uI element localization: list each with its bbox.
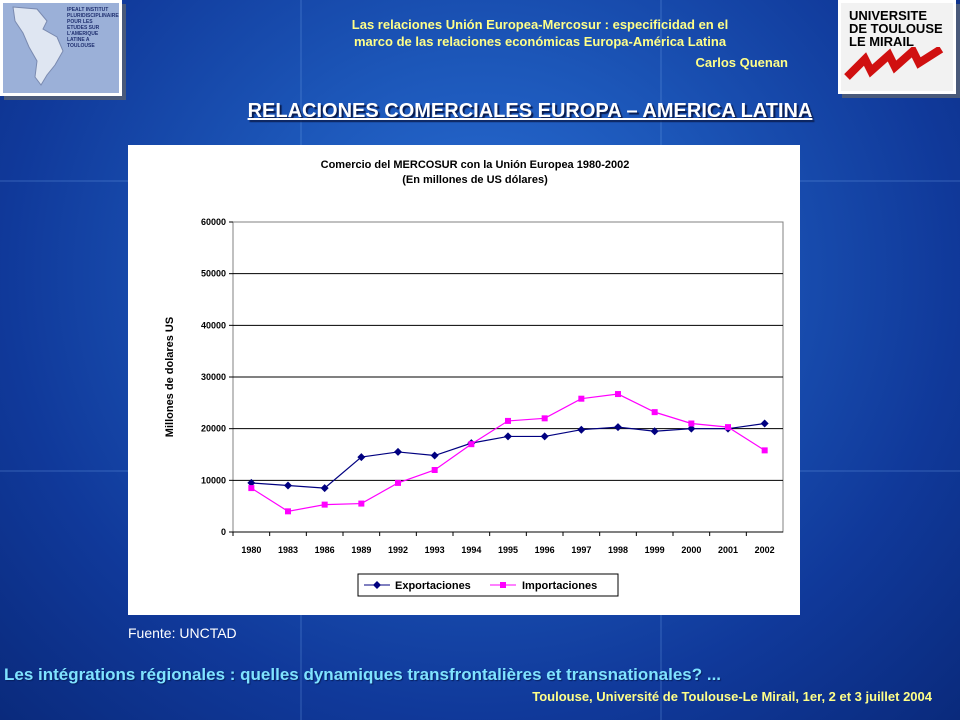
y-tick-label: 50000 — [201, 269, 226, 279]
x-tick-label: 1996 — [535, 545, 555, 555]
y-tick-label: 60000 — [201, 217, 226, 227]
x-tick-label: 1986 — [315, 545, 335, 555]
data-point-exportaciones — [504, 432, 512, 441]
logo-text: IPEALT INSTITUT PLURIDISCIPLINAIRE POUR … — [67, 7, 119, 49]
legend-marker-exportaciones — [373, 581, 381, 589]
y-tick-label: 10000 — [201, 475, 226, 485]
data-point-importaciones — [395, 479, 401, 486]
data-point-importaciones — [725, 424, 731, 431]
data-point-importaciones — [541, 415, 548, 422]
x-tick-label: 2001 — [718, 545, 738, 555]
x-tick-label: 1997 — [571, 545, 591, 555]
x-tick-label: 1993 — [425, 545, 445, 555]
data-point-importaciones — [615, 391, 621, 398]
data-point-importaciones — [321, 501, 328, 508]
legend — [357, 573, 619, 597]
legend-marker-importaciones — [500, 582, 506, 588]
x-tick-label: 1999 — [645, 545, 665, 555]
data-point-exportaciones — [540, 432, 549, 441]
data-point-exportaciones — [357, 453, 366, 462]
x-tick-label: 1995 — [498, 545, 518, 555]
data-point-importaciones — [688, 420, 695, 427]
latin-america-map-icon — [12, 6, 64, 86]
data-point-importaciones — [468, 441, 475, 448]
y-tick-label: 0 — [221, 527, 226, 537]
logo-line-2: DE TOULOUSE — [849, 21, 943, 36]
footer-subtitle: Toulouse, Université de Toulouse-Le Mira… — [532, 689, 932, 704]
x-tick-label: 1992 — [388, 545, 408, 555]
data-point-importaciones — [431, 467, 438, 473]
data-point-importaciones — [761, 447, 768, 454]
x-tick-label: 2000 — [681, 545, 701, 555]
data-point-importaciones — [285, 508, 291, 515]
data-point-exportaciones — [614, 423, 622, 432]
y-tick-label: 40000 — [201, 320, 226, 330]
header-line-1: Las relaciones Unión Europea-Mercosur : … — [351, 17, 729, 32]
data-point-importaciones — [248, 485, 255, 492]
logo-line-1: UNIVERSITE — [849, 8, 928, 23]
header-author: Carlos Quenan — [695, 55, 788, 70]
data-point-exportaciones — [430, 451, 439, 460]
data-point-importaciones — [651, 409, 658, 416]
x-tick-label: 1983 — [278, 545, 298, 555]
data-point-exportaciones — [760, 419, 769, 428]
universite-toulouse-logo: UNIVERSITE DE TOULOUSE LE MIRAIL — [838, 0, 956, 94]
chart-subtitle: (En millones de US dólares) — [402, 174, 548, 186]
data-point-importaciones — [505, 417, 511, 424]
legend-label-exportaciones: Exportaciones — [395, 580, 471, 592]
y-tick-label: 20000 — [201, 424, 226, 434]
data-point-exportaciones — [687, 424, 696, 433]
data-point-exportaciones — [284, 481, 292, 490]
logo-line-3: LE MIRAIL — [849, 34, 914, 49]
data-point-exportaciones — [650, 427, 659, 436]
x-tick-label: 2002 — [755, 545, 775, 555]
legend-label-importaciones: Importaciones — [522, 580, 597, 592]
page-title: RELACIONES COMERCIALES EUROPA – AMERICA … — [247, 100, 813, 122]
y-axis-label: Millones de dolares US — [164, 317, 176, 437]
x-tick-label: 1998 — [608, 545, 628, 555]
footer-title: Les intégrations régionales : quelles dy… — [4, 665, 722, 684]
source-note: Fuente: UNCTAD — [128, 625, 237, 641]
x-tick-label: 1989 — [351, 545, 371, 555]
ipealt-logo: IPEALT INSTITUT PLURIDISCIPLINAIRE POUR … — [0, 0, 122, 96]
x-tick-label: 1994 — [461, 545, 481, 555]
data-point-exportaciones — [320, 484, 329, 493]
red-zigzag-icon — [844, 47, 944, 80]
data-point-importaciones — [358, 500, 365, 507]
y-tick-label: 30000 — [201, 372, 226, 382]
data-point-exportaciones — [247, 478, 256, 487]
data-point-exportaciones — [394, 447, 402, 456]
data-point-importaciones — [578, 395, 585, 402]
data-point-exportaciones — [577, 425, 586, 434]
chart-title: Comercio del MERCOSUR con la Unión Europ… — [321, 159, 630, 171]
x-tick-label: 1980 — [241, 545, 261, 555]
header-line-2: marco de las relaciones económicas Europ… — [353, 34, 727, 49]
